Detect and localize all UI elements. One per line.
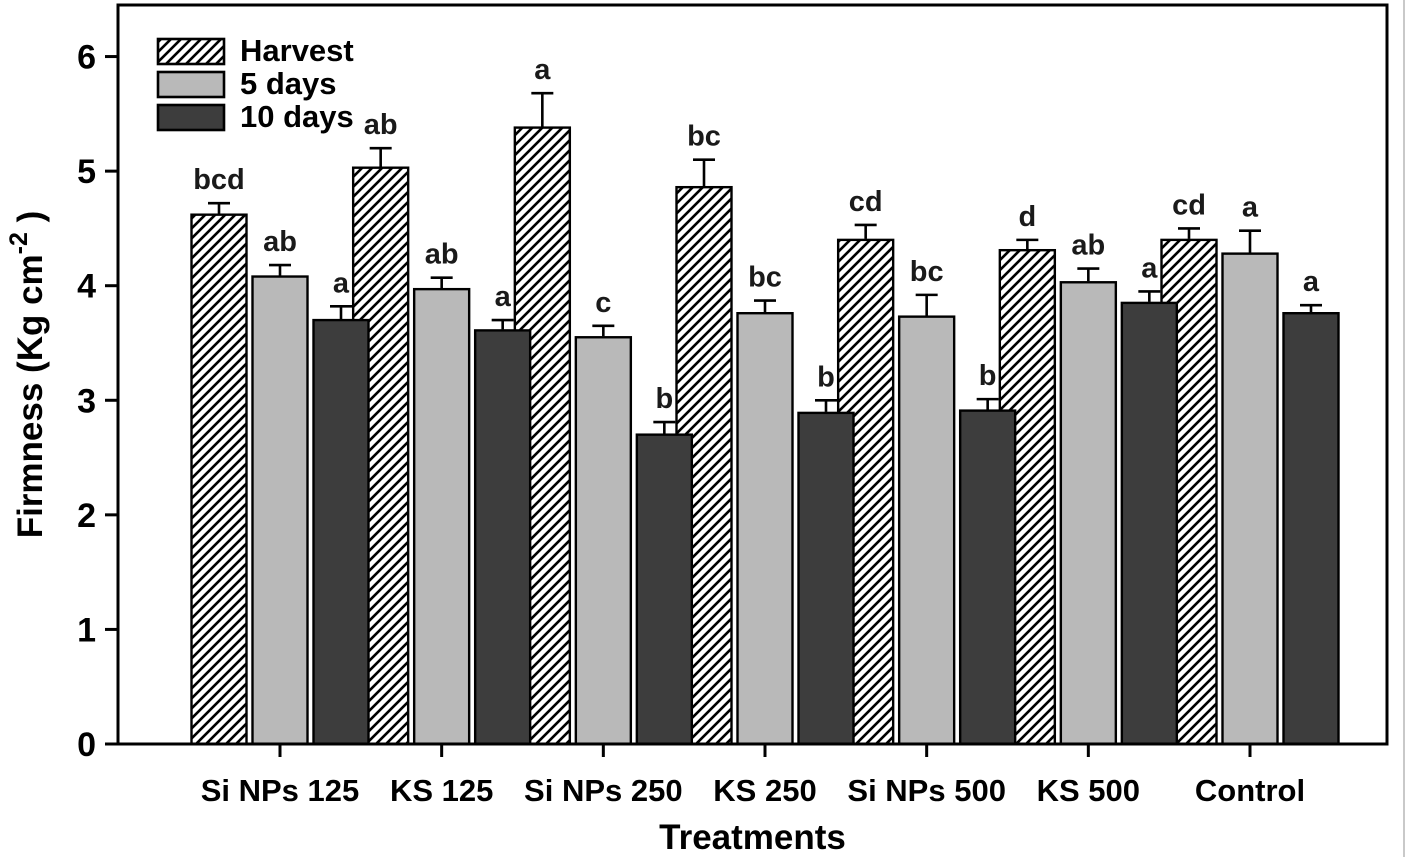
bar-10-days-4 (797, 411, 855, 746)
bar-10-days-1 (312, 318, 370, 746)
bar-5-days-2 (412, 287, 471, 746)
significance-letter: b (655, 383, 673, 415)
significance-letter: a (495, 281, 512, 313)
error-bar (915, 293, 938, 316)
significance-letter: d (1018, 201, 1036, 233)
error-bar (1178, 227, 1200, 239)
legend-swatch-5-days (156, 70, 226, 99)
significance-letter: ab (364, 109, 398, 141)
bar-10-days-7 (1282, 312, 1340, 746)
error-bar (491, 318, 514, 330)
y-tick-label: 3 (77, 382, 96, 420)
legend-label: 10 days (240, 99, 354, 134)
significance-letter: bc (910, 256, 944, 288)
error-bar (1239, 229, 1261, 253)
plot-box (116, 3, 1389, 746)
error-bar (1138, 290, 1161, 302)
error-bar (653, 420, 676, 434)
bar-10-days-5 (958, 409, 1017, 746)
error-bar (1077, 267, 1100, 282)
x-tick-label: Control (1195, 773, 1305, 808)
x-tick-label: KS 125 (390, 773, 493, 808)
bar-harvest-1 (190, 213, 248, 746)
x-tick-label: Si NPs 250 (524, 773, 683, 808)
significance-letter: ab (263, 226, 297, 258)
x-tick-label: Si NPs 500 (847, 773, 1006, 808)
error-bar (269, 263, 291, 276)
error-bar (754, 299, 776, 313)
significance-letter: a (534, 54, 551, 86)
error-bar (1300, 303, 1322, 313)
bar-10-days-3 (635, 433, 694, 746)
y-tick-label: 6 (77, 39, 96, 77)
y-axis-title: Firmness (Kg cm-2 ) (5, 211, 50, 539)
significance-letter: cd (1172, 189, 1206, 221)
plot-frame-layer (116, 3, 1389, 746)
y-tick-label: 0 (77, 726, 96, 764)
significance-letter: a (1303, 266, 1320, 298)
legend-label: 5 days (240, 66, 337, 101)
error-bar (330, 305, 352, 320)
y-tick-label: 4 (77, 268, 96, 306)
significance-letter: bc (748, 262, 782, 294)
y-tick-label: 2 (77, 497, 96, 535)
error-bar (531, 91, 554, 127)
significance-letter: a (1242, 192, 1259, 224)
bar-5-days-7 (1221, 252, 1279, 746)
significance-letter: a (1141, 252, 1158, 284)
significance-letter: bc (687, 121, 721, 153)
error-bar (369, 146, 392, 167)
bar-5-days-1 (251, 275, 309, 746)
significance-letter: a (333, 267, 350, 299)
error-bar (693, 158, 715, 187)
error-bar (592, 324, 615, 337)
significance-letter: c (595, 287, 611, 319)
figure-right-border (1403, 0, 1405, 857)
bar-5-days-4 (736, 312, 794, 746)
bar-10-days-2 (473, 329, 532, 746)
error-bar (815, 398, 837, 412)
legend-swatch-harvest (156, 37, 226, 66)
significance-letter: cd (849, 186, 883, 218)
legend-label: Harvest (240, 33, 354, 68)
legend-swatch-10-days (156, 103, 226, 132)
x-tick-label: KS 500 (1037, 773, 1140, 808)
x-tick-label: KS 250 (713, 773, 816, 808)
significance-letter: b (979, 360, 997, 392)
bar-10-days-6 (1120, 301, 1179, 746)
y-tick-label: 5 (77, 153, 96, 191)
axes-layer: 0 1 2 3 4 5 6 Si NPs 125 KS 125 Si NPs 250 KS 250 S… (5, 39, 1305, 857)
significance-letter: ab (1071, 230, 1105, 262)
error-bar (208, 201, 230, 214)
error-bar (430, 276, 453, 289)
bar-5-days-5 (897, 315, 956, 746)
x-tick-label: Si NPs 125 (201, 773, 360, 808)
error-bar (976, 397, 999, 410)
error-bar (1016, 238, 1039, 250)
y-tick-label: 1 (77, 611, 96, 649)
x-axis-title: Treatments (659, 818, 846, 857)
bar-5-days-3 (574, 336, 633, 746)
significance-letter: bcd (193, 164, 245, 196)
bar-5-days-6 (1059, 281, 1118, 746)
error-bar (854, 223, 877, 239)
significance-letter: ab (425, 239, 459, 271)
significance-letter: b (817, 361, 835, 393)
